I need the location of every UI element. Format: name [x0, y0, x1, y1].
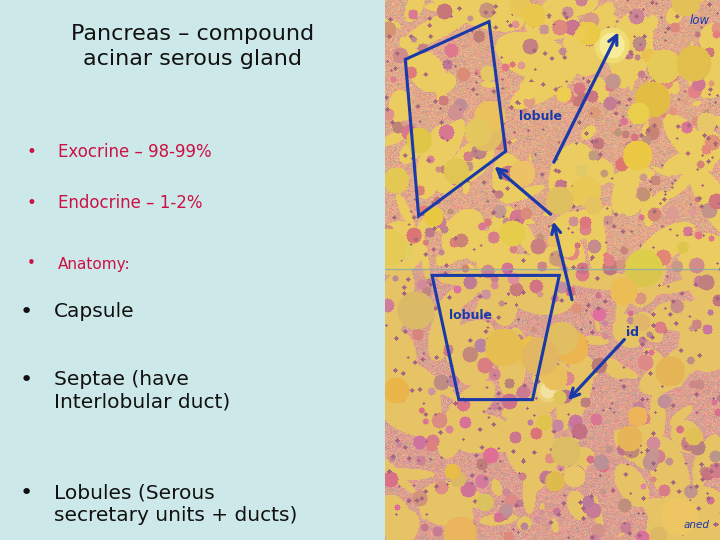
Text: Exocrine – 98-99%: Exocrine – 98-99% — [58, 143, 212, 161]
Text: Anatomy:: Anatomy: — [58, 256, 130, 272]
Text: Lobules (Serous
secretary units + ducts): Lobules (Serous secretary units + ducts) — [54, 483, 297, 525]
Text: id: id — [626, 326, 639, 339]
Text: •: • — [27, 256, 36, 272]
Text: Endocrine – 1-2%: Endocrine – 1-2% — [58, 194, 202, 212]
Text: lobule: lobule — [449, 309, 492, 322]
Text: Septae (have
Interlobular duct): Septae (have Interlobular duct) — [54, 370, 230, 411]
Text: •: • — [19, 370, 32, 390]
Text: lobule: lobule — [519, 110, 562, 123]
Text: •: • — [27, 143, 37, 161]
Text: •: • — [27, 194, 37, 212]
Text: •: • — [19, 302, 32, 322]
Text: low: low — [690, 14, 710, 26]
Text: Capsule: Capsule — [54, 302, 135, 321]
Text: •: • — [19, 483, 32, 503]
Text: Pancreas – compound
acinar serous gland: Pancreas – compound acinar serous gland — [71, 24, 314, 69]
Text: aned: aned — [684, 520, 710, 530]
